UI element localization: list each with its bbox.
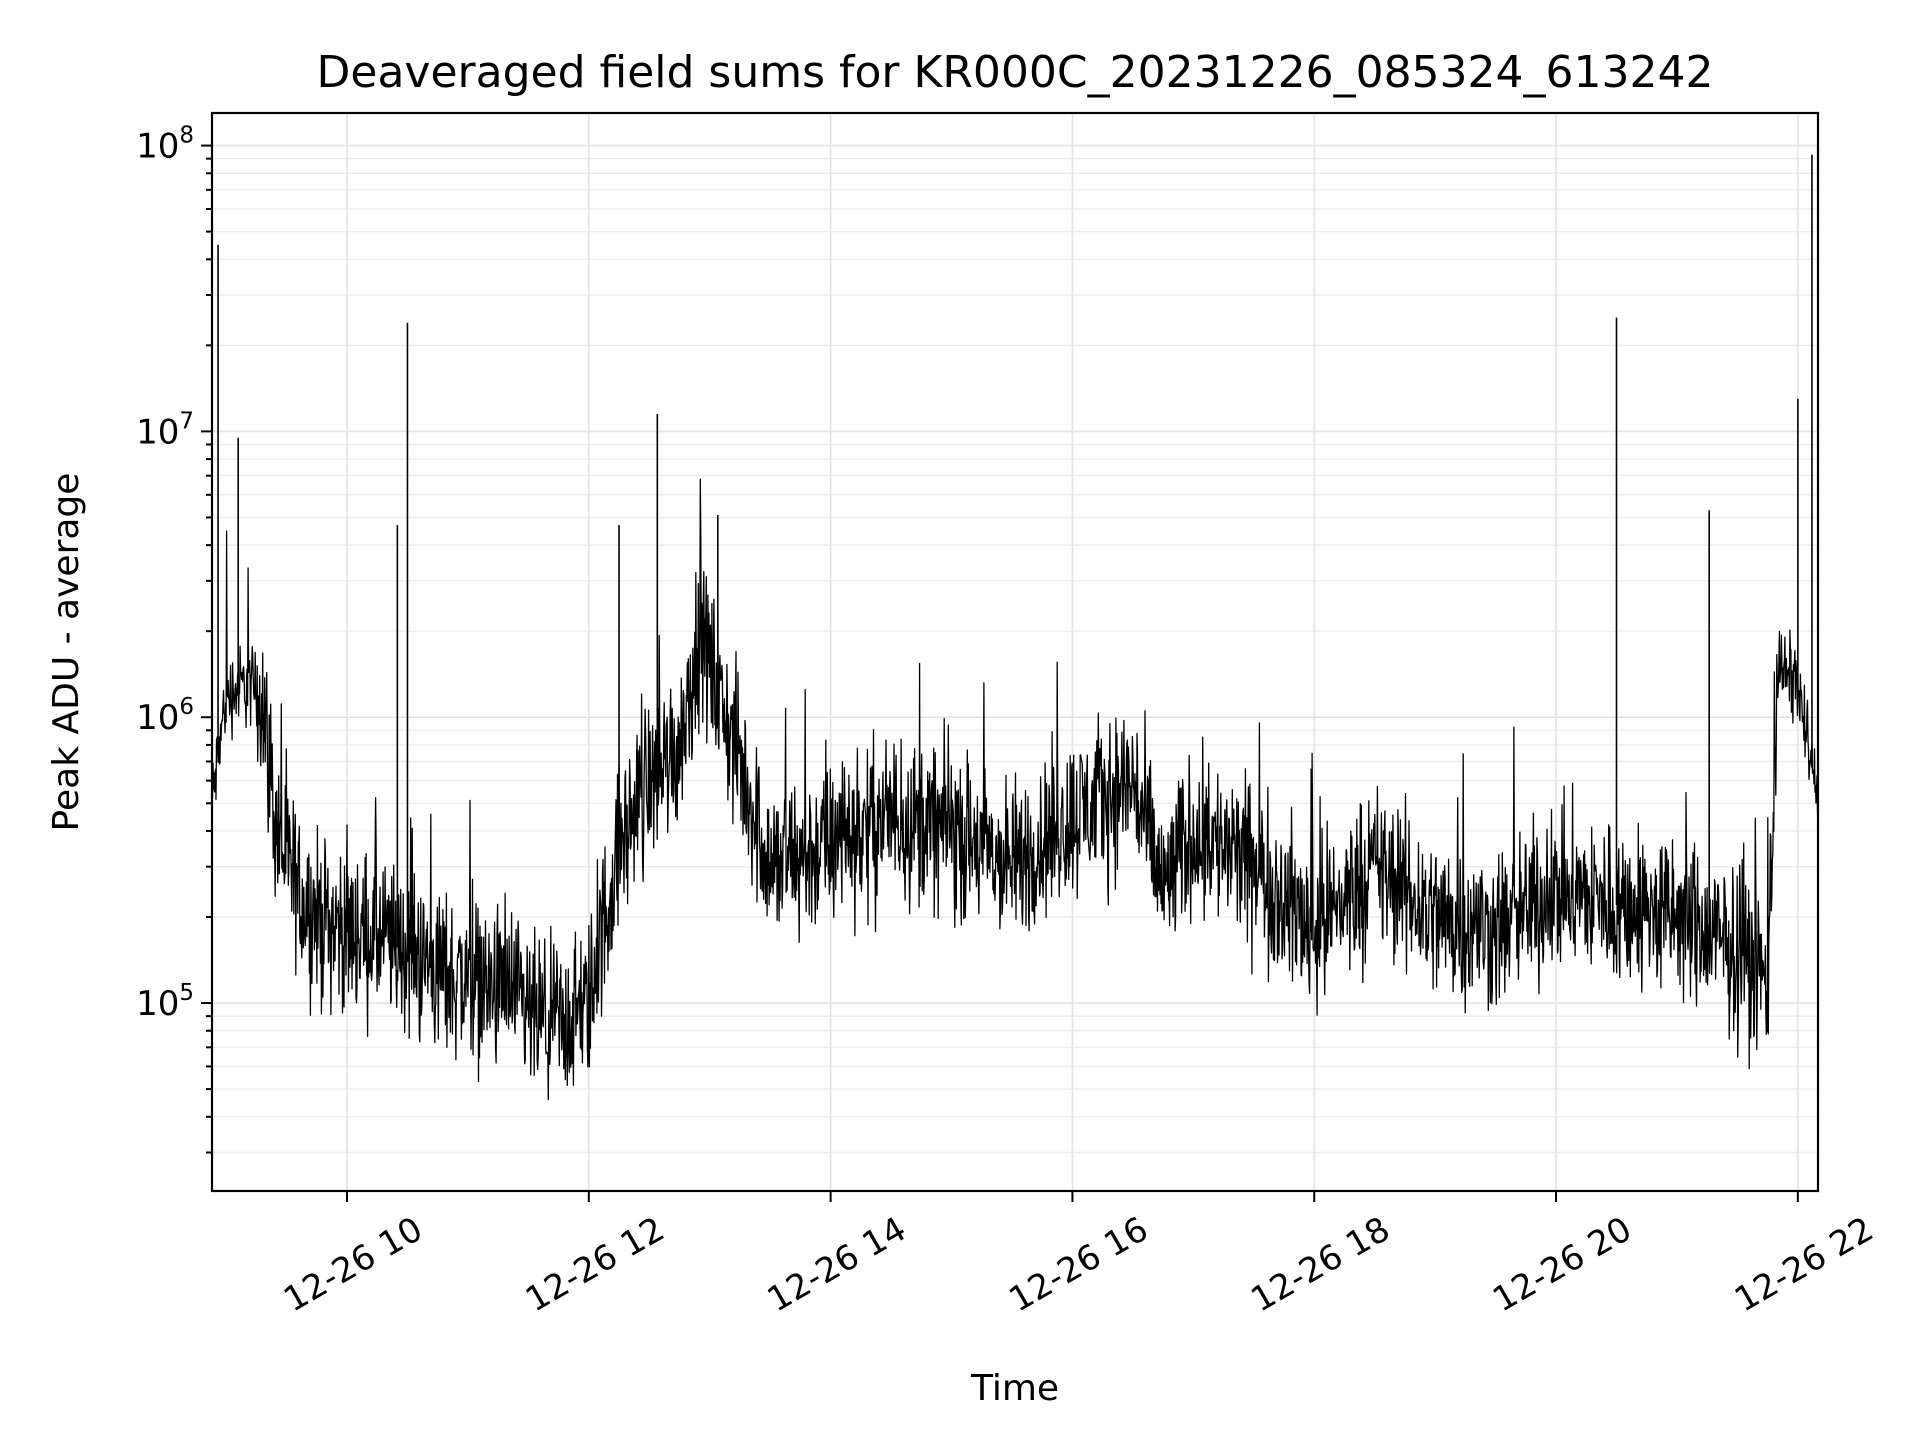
x-tick-label: 12-26 22: [1728, 1209, 1880, 1320]
x-tick-label: 12-26 20: [1486, 1209, 1638, 1320]
plot-frame: [210, 111, 1820, 1193]
x-tick-label: 12-26 10: [277, 1209, 429, 1320]
x-tick-label: 12-26 18: [1244, 1209, 1396, 1320]
chart-title: Deaveraged field sums for KR000C_2023122…: [317, 47, 1714, 98]
x-tick-label: 12-26 16: [1003, 1209, 1155, 1320]
x-axis-label: Time: [970, 1368, 1059, 1409]
y-tick-label: 105: [136, 980, 194, 1024]
x-tick-label: 12-26 14: [761, 1209, 913, 1320]
x-tick-label: 12-26 12: [519, 1209, 671, 1320]
series-layer: [211, 154, 1819, 1101]
series-line: [211, 478, 1819, 1101]
y-tick-label: 107: [136, 408, 194, 452]
y-axis-label: Peak ADU - average: [46, 473, 87, 832]
y-tick-label: 106: [136, 694, 194, 738]
y-tick-label: 108: [136, 123, 194, 167]
